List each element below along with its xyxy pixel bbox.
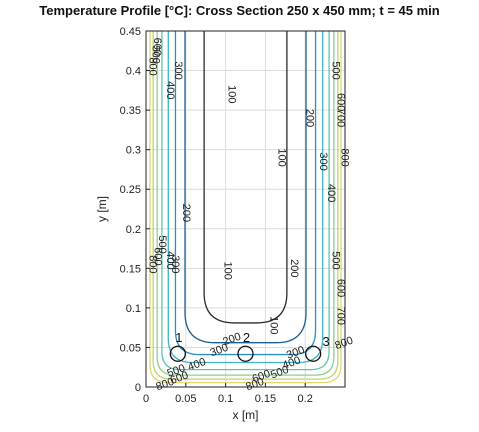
- x-tick-label: 0.05: [175, 393, 196, 405]
- contour-label: 100: [275, 148, 287, 166]
- point-marker: [169, 345, 186, 362]
- contour-label: 400: [281, 354, 302, 372]
- measurement-points: 1 2 3: [169, 330, 330, 362]
- contour-label: 400: [164, 81, 176, 99]
- point-marker: [305, 345, 322, 362]
- x-tick-label: 0.15: [255, 393, 276, 405]
- contour-label: 300: [209, 342, 230, 360]
- y-tick-label: 0.1: [126, 303, 141, 315]
- contour-label: 500: [330, 61, 342, 79]
- contour-label: 100: [225, 85, 237, 103]
- contour-label: 200: [288, 259, 300, 277]
- y-tick-label: 0.25: [120, 184, 141, 196]
- contour-label: 100: [267, 316, 279, 334]
- y-tick-label: 0.05: [120, 342, 141, 354]
- contour-800: [149, 31, 342, 384]
- contour-300: [174, 31, 317, 356]
- plot-frame: [145, 30, 346, 388]
- contour-label: 700: [334, 109, 346, 127]
- contour-200: [184, 31, 307, 344]
- contour-600: [156, 31, 335, 376]
- contour-label: 500: [330, 251, 342, 269]
- contour-500: [161, 31, 330, 371]
- grid: [145, 30, 345, 388]
- contours: [149, 31, 342, 384]
- contour-label: 200: [180, 204, 192, 222]
- y-tick-label: 0.35: [120, 105, 141, 117]
- contour-label: 800: [338, 148, 350, 166]
- contour-700: [152, 31, 339, 380]
- contour-label: 800: [154, 376, 175, 394]
- contour-label: 300: [285, 344, 306, 362]
- contour-label: 300: [317, 152, 329, 170]
- y-axis-label: y [m]: [95, 196, 109, 222]
- contour-label: 500: [269, 364, 290, 382]
- contour-label: 600: [251, 368, 272, 386]
- contour-label: 600: [334, 93, 346, 111]
- x-tick-label: 0.1: [218, 393, 233, 405]
- contour-label: 800: [146, 255, 158, 273]
- y-tick-label: 0.45: [120, 26, 141, 38]
- contour-400: [167, 31, 324, 364]
- ticks: 0 0.05 0.1 0.15 0.2 0 0.05 0.1 0.15 0.2 0.25 0.3 0.3…: [120, 26, 313, 405]
- contour-label: 200: [303, 109, 315, 127]
- x-axis-label: x [m]: [233, 408, 259, 422]
- contour-label: 700: [334, 307, 346, 325]
- contour-label: 400: [186, 356, 207, 374]
- contour-label: 500: [150, 46, 162, 64]
- x-tick-label: 0: [143, 393, 149, 405]
- contour-label: 500: [156, 235, 168, 253]
- contour-label: 600: [151, 38, 163, 56]
- contour-label: 600: [334, 279, 346, 297]
- contour-label: 500: [166, 362, 187, 380]
- y-tick-label: 0.15: [120, 263, 141, 275]
- contour-label: 100: [221, 262, 233, 280]
- x-tick-label: 0.2: [298, 393, 313, 405]
- contour-label: 400: [325, 184, 337, 202]
- contour-label: 300: [172, 61, 184, 79]
- contour-label: 800: [146, 57, 158, 75]
- contour-label: 600: [151, 247, 163, 265]
- chart-title: Temperature Profile [°C]: Cross Section …: [39, 3, 440, 18]
- contour-label: 600: [169, 369, 190, 387]
- point-label: 1: [175, 330, 182, 345]
- contour-label: 200: [221, 331, 242, 349]
- contour-100: [203, 31, 288, 324]
- y-tick-label: 0: [135, 382, 141, 394]
- point-label: 2: [243, 330, 250, 345]
- contour-label: 800: [244, 376, 265, 394]
- y-tick-label: 0.2: [126, 224, 141, 236]
- contour-label: 300: [169, 255, 181, 273]
- point-label: 3: [323, 334, 330, 349]
- contour-labels: 1001001001002003004005006007008005006007…: [146, 38, 354, 394]
- contour-label: 400: [164, 251, 176, 269]
- contour-label: 800: [333, 335, 354, 353]
- y-tick-label: 0.3: [126, 145, 141, 157]
- y-tick-label: 0.4: [126, 66, 141, 78]
- point-marker: [237, 345, 254, 362]
